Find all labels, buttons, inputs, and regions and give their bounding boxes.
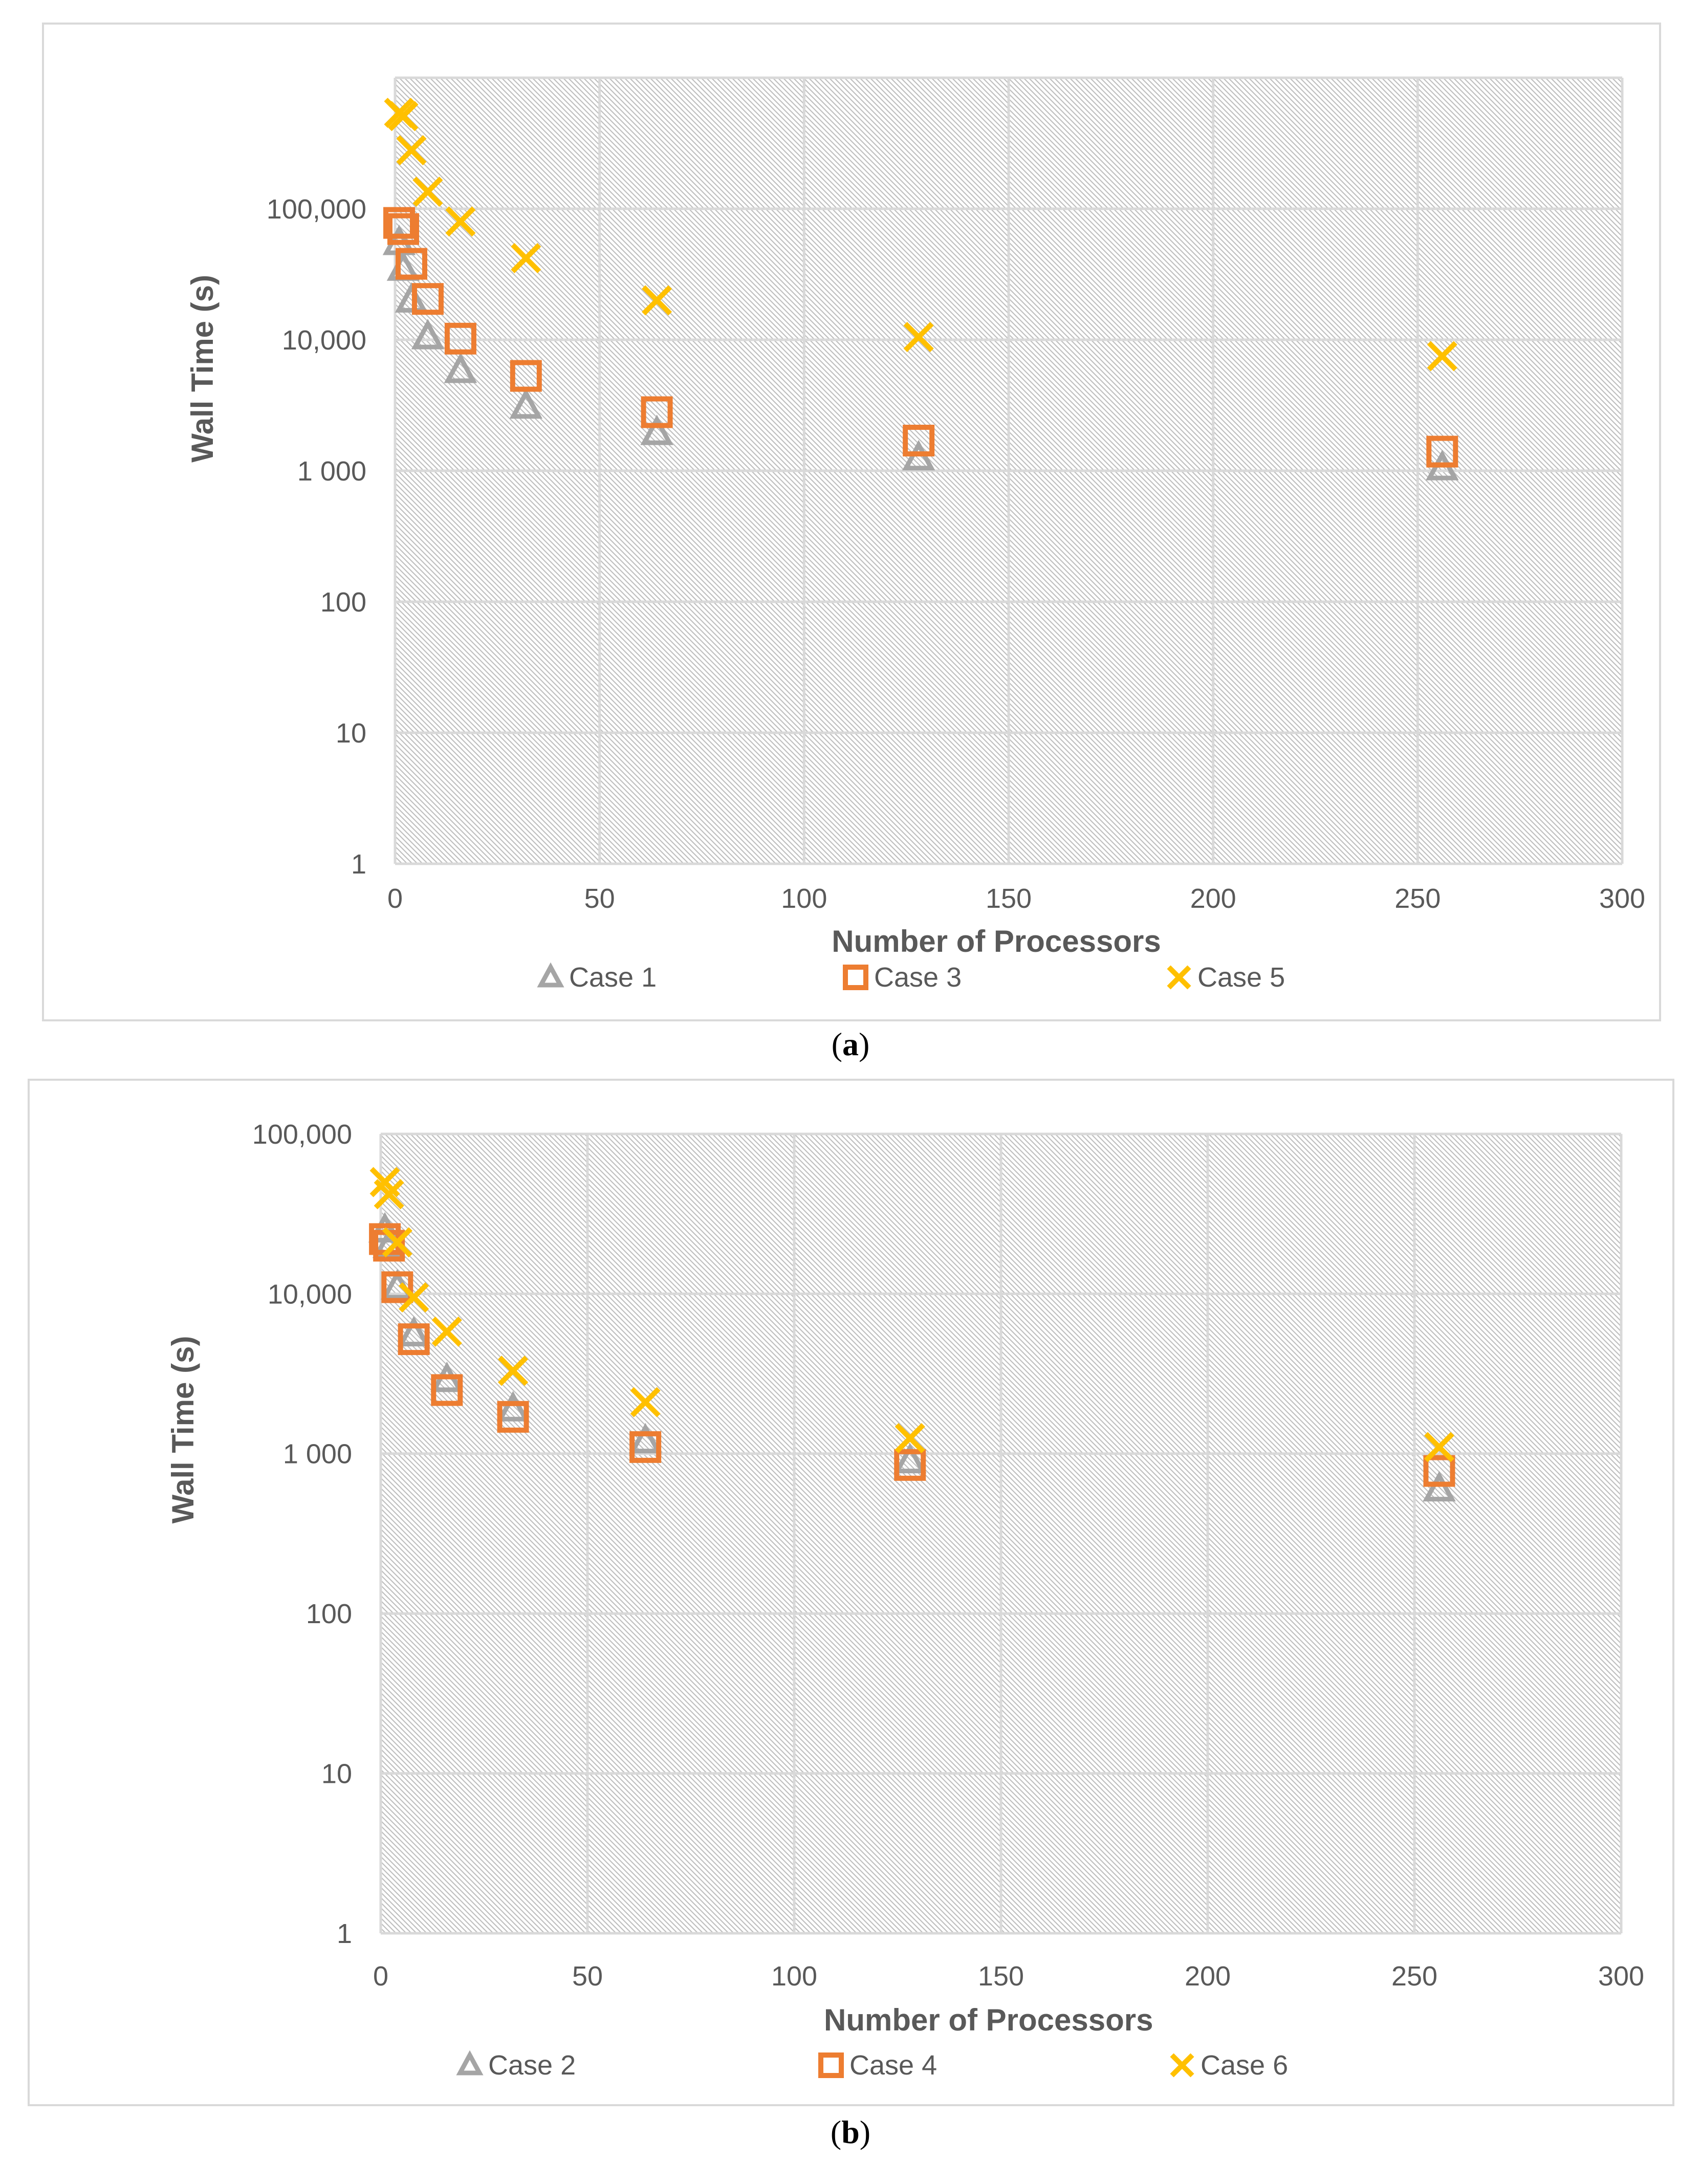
data-point [511, 243, 541, 273]
x-axis-title: Number of Processors [832, 924, 1161, 958]
legend-0: Case 1 Case 3 Case 5 [537, 962, 1285, 993]
data-point [641, 396, 673, 428]
y-tick-label: 1 000 [283, 1439, 352, 1470]
x-tick-label: 200 [1185, 1961, 1231, 1992]
data-point [1426, 435, 1458, 468]
data-point [431, 1316, 462, 1347]
data-point [397, 1316, 430, 1347]
legend-1: Case 2 Case 4 Case 6 [456, 2050, 1288, 2081]
chart-panel-b: 0 50 100 150 200 250 300 1 10 100 1 000 10,000 100,0… [28, 1079, 1674, 2106]
data-point [496, 1391, 530, 1422]
data-point [383, 207, 415, 239]
x-axis-title: Number of Processors [824, 2003, 1153, 2037]
data-point [374, 1179, 404, 1210]
legend-marker-1 [818, 2052, 844, 2078]
x-tick-label: 300 [1598, 1961, 1644, 1992]
caption-a-letter: a [842, 1026, 859, 1062]
data-point [398, 1323, 430, 1356]
y-tick-label: 10 [321, 1759, 352, 1789]
y-tick-label: 1 000 [297, 456, 366, 487]
legend-marker-2 [1167, 965, 1191, 990]
data-point [387, 213, 419, 245]
y-tick-label: 100,000 [252, 1119, 352, 1150]
y-tick-label: 10,000 [268, 1279, 352, 1309]
legend-marker-2 [1170, 2053, 1194, 2078]
data-point [509, 388, 543, 419]
series-case-5 [384, 97, 1457, 372]
x-tick-label: 200 [1190, 883, 1236, 914]
legend-label: Case 2 [488, 2050, 576, 2081]
data-point [382, 1227, 412, 1258]
data-point [893, 1443, 927, 1474]
legend-label: Case 4 [849, 2050, 937, 2081]
data-point [628, 1423, 662, 1454]
data-point [381, 1271, 413, 1303]
data-point [510, 360, 542, 392]
data-point [630, 1387, 661, 1417]
legend-label: Case 5 [1197, 962, 1285, 993]
data-point [894, 1449, 926, 1481]
series-case-3 [383, 207, 1458, 468]
data-point [411, 319, 445, 350]
x-tick-label: 150 [978, 1961, 1024, 1992]
series-case-6 [369, 1167, 1455, 1462]
legend-marker-0 [456, 2050, 484, 2076]
data-point [395, 282, 428, 313]
x-tick-label: 0 [387, 883, 403, 914]
chart-panel-a: 0 50 100 150 200 250 300 1 10 100 1 000 10,000 100,0… [42, 23, 1661, 1021]
y-tick-label: 10,000 [282, 325, 366, 356]
x-tick-label: 0 [373, 1961, 388, 1992]
data-point [445, 206, 476, 237]
x-tick-label: 50 [584, 883, 615, 914]
data-point [396, 135, 427, 166]
data-point [444, 322, 476, 355]
data-point [640, 414, 673, 445]
data-point [411, 283, 444, 315]
data-point [431, 1374, 463, 1406]
data-point [1424, 1432, 1455, 1462]
y-tick-label: 100,000 [267, 194, 366, 225]
data-point [903, 322, 934, 353]
data-point [629, 1431, 662, 1463]
chart-a-svg: 0 50 100 150 200 250 300 1 10 100 1 000 10,000 100,0… [185, 76, 1645, 993]
gridlines-1 [379, 1132, 1623, 1935]
caption-a: (a) [831, 1026, 870, 1062]
y-tick-label: 10 [336, 718, 366, 749]
caption-b-letter: b [841, 2114, 860, 2150]
gridlines-0 [394, 76, 1624, 865]
data-point [1423, 1455, 1455, 1487]
legend-label: Case 6 [1201, 2050, 1288, 2081]
caption-b: (b) [830, 2114, 871, 2150]
legend-marker-1 [843, 965, 868, 990]
x-tick-label: 150 [986, 883, 1032, 914]
data-point [388, 101, 419, 132]
chart-b-svg: 0 50 100 150 200 250 300 1 10 100 1 000 10,000 100,0… [166, 1119, 1644, 2081]
y-tick-label: 100 [320, 587, 366, 618]
data-point [642, 285, 672, 316]
legend-label: Case 1 [569, 962, 657, 993]
data-point [903, 425, 935, 457]
data-point [497, 1401, 529, 1433]
x-tick-label: 300 [1599, 883, 1645, 914]
data-point [444, 353, 477, 383]
x-tick-label: 100 [781, 883, 827, 914]
legend-label: Case 3 [874, 962, 962, 993]
data-point [895, 1423, 925, 1454]
x-tick-label: 250 [1394, 883, 1441, 914]
y-tick-label: 1 [337, 1918, 352, 1949]
data-point [399, 1282, 429, 1313]
y-tick-label: 1 [351, 849, 366, 880]
y-axis-title: Wall Time (s) [185, 275, 220, 463]
data-point [1427, 341, 1457, 372]
legend-marker-0 [537, 962, 564, 988]
data-point [1423, 1471, 1456, 1502]
x-tick-label: 100 [771, 1961, 817, 1992]
y-tick-label: 100 [306, 1599, 352, 1629]
x-tick-label: 250 [1391, 1961, 1437, 1992]
data-point [395, 248, 427, 280]
x-tick-label: 50 [572, 1961, 603, 1992]
data-point [412, 177, 443, 207]
y-axis-title: Wall Time (s) [166, 1336, 200, 1524]
data-point [498, 1356, 529, 1386]
